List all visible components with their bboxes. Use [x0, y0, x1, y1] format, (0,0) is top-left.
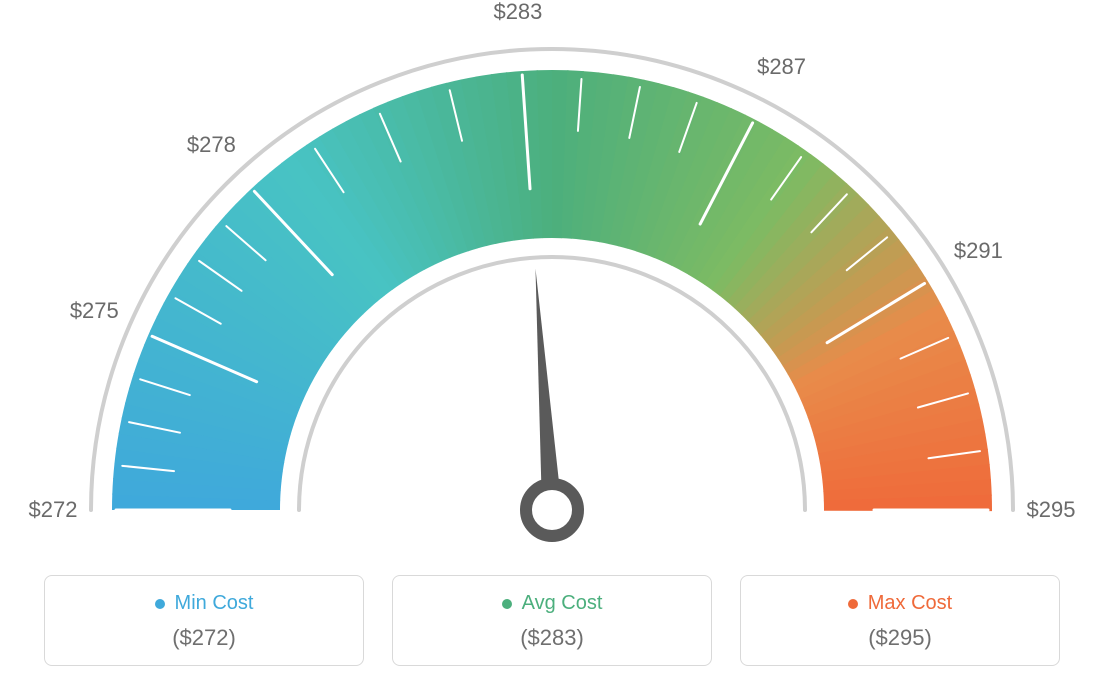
gauge-svg: [0, 10, 1104, 570]
gauge-tick-label: $291: [954, 238, 1003, 264]
legend-title: Avg Cost: [502, 592, 603, 615]
legend-title: Min Cost: [155, 592, 254, 615]
legend-card: Avg Cost ($283): [392, 575, 712, 666]
gauge-tick-label: $283: [493, 0, 542, 25]
gauge-tick-label: $295: [1027, 497, 1076, 523]
legend-label: Avg Cost: [522, 592, 603, 615]
gauge-tick-label: $272: [29, 497, 78, 523]
legend-row: Min Cost ($272) Avg Cost ($283) Max Cost ($29…: [0, 575, 1104, 666]
legend-dot-icon: [502, 599, 512, 609]
legend-label: Max Cost: [868, 592, 952, 615]
legend-card: Max Cost ($295): [740, 575, 1060, 666]
legend-value: ($283): [405, 625, 699, 651]
cost-gauge-chart: { "gauge": { "type": "gauge", "min_value…: [0, 0, 1104, 690]
legend-card: Min Cost ($272): [44, 575, 364, 666]
legend-dot-icon: [848, 599, 858, 609]
legend-dot-icon: [155, 599, 165, 609]
legend-title: Max Cost: [848, 592, 952, 615]
gauge-tick-label: $275: [70, 298, 119, 324]
gauge-tick-label: $287: [757, 54, 806, 80]
gauge-tick-label: $278: [187, 132, 236, 158]
legend-value: ($295): [753, 625, 1047, 651]
legend-value: ($272): [57, 625, 351, 651]
legend-label: Min Cost: [175, 592, 254, 615]
gauge-area: $272 $275 $278 $283 $287 $291 $295: [0, 0, 1104, 560]
